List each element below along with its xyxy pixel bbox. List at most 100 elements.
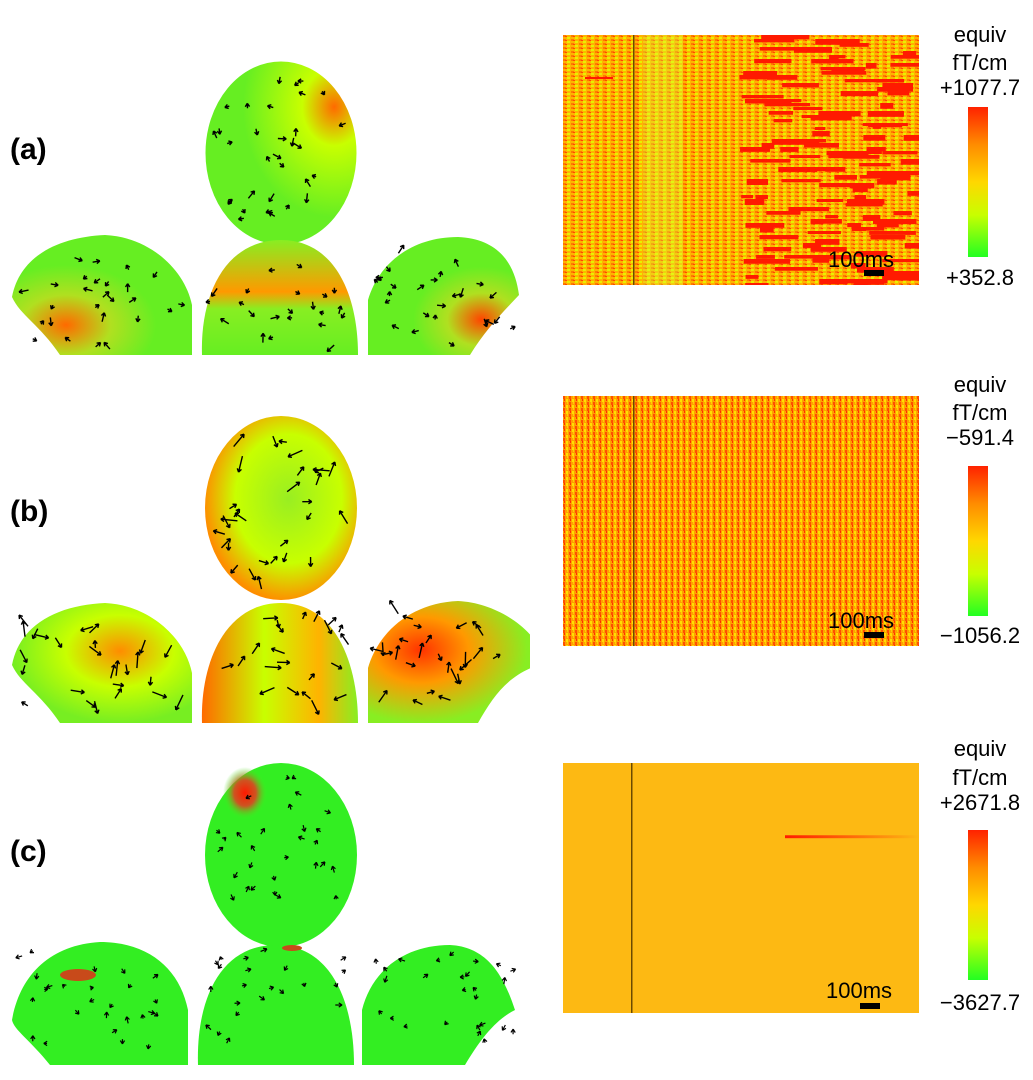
vector-arrow-icon: [398, 957, 406, 963]
vector-arrow-icon: [328, 461, 337, 477]
vector-arrow-icon: [312, 466, 330, 473]
raster-red-streak: [890, 63, 919, 67]
vector-arrow-icon: [227, 198, 233, 204]
vector-arrow-icon: [45, 984, 53, 990]
vector-arrow-icon: [287, 449, 303, 459]
vector-arrow-icon: [437, 270, 444, 278]
vector-arrow-icon: [297, 835, 305, 841]
vector-arrow-icon: [313, 861, 319, 869]
vector-arrow-icon: [501, 1024, 507, 1031]
vector-arrow-icon: [320, 90, 326, 96]
raster-red-streak: [743, 259, 790, 264]
vector-arrow-icon: [48, 317, 54, 327]
sensor-time-raster: [563, 763, 919, 1019]
raster-red-streak: [862, 215, 881, 221]
head-left-view: [12, 942, 188, 1065]
colorbar-max-value: +2671.8: [939, 790, 1021, 815]
vector-arrow-icon: [444, 1020, 449, 1026]
vector-arrow-icon: [451, 292, 462, 299]
vector-arrow-icon: [219, 317, 230, 325]
raster-red-streak: [867, 111, 904, 117]
raster-red-streak: [744, 199, 765, 205]
vector-arrow-icon: [298, 90, 306, 96]
vector-arrow-icon: [95, 341, 102, 348]
vector-arrow-icon: [295, 290, 301, 295]
vector-arrow-icon: [475, 624, 484, 636]
vector-arrow-icon: [266, 104, 274, 110]
vector-arrow-icon: [263, 615, 279, 621]
vector-arrow-icon: [438, 694, 451, 701]
time-scale-label: 100ms: [828, 608, 895, 633]
raster-red-streak: [854, 283, 869, 285]
vector-arrow-icon: [221, 836, 227, 842]
vector-arrow-icon: [124, 1016, 130, 1024]
vector-arrow-icon: [476, 281, 484, 287]
vector-arrow-icon: [455, 622, 467, 630]
head-front-view: [201, 240, 358, 355]
raster-red-streak: [750, 159, 791, 163]
raster-red-streak: [866, 147, 886, 152]
vector-arrow-icon: [509, 325, 516, 331]
head-left-view: [12, 603, 192, 723]
vector-arrow-icon: [225, 1037, 231, 1044]
vector-arrow-icon: [205, 298, 211, 305]
colorbar-unit-line2: fT/cm: [952, 50, 1008, 75]
vector-arrow-icon: [237, 216, 245, 222]
vector-arrow-icon: [245, 967, 252, 973]
vector-arrow-icon: [286, 686, 300, 696]
colorbar-unit-line1: equiv: [953, 22, 1007, 47]
vector-arrow-icon: [284, 854, 289, 861]
panel-c: (c): [0, 720, 1033, 1075]
raster-red-streak: [773, 119, 793, 123]
vector-arrow-icon: [268, 335, 274, 341]
vector-arrow-icon: [411, 328, 419, 335]
vector-arrow-icon: [256, 575, 263, 590]
head-front-view: [197, 945, 354, 1065]
vector-arrow-icon: [102, 290, 110, 298]
colorbar: [968, 466, 988, 616]
vector-arrow-icon: [135, 651, 141, 669]
raster-red-streak: [802, 243, 822, 248]
vector-arrow-icon: [236, 455, 244, 473]
vector-arrow-icon: [230, 564, 239, 574]
raster-red-streak: [893, 211, 912, 216]
vector-arrow-icon: [340, 956, 347, 961]
vector-arrow-icon: [268, 211, 276, 217]
raster-red-streak: [854, 195, 867, 201]
vector-arrow-icon: [208, 985, 214, 992]
vector-arrow-icon: [340, 312, 346, 319]
vector-arrow-icon: [270, 555, 278, 564]
vector-arrow-icon: [383, 975, 389, 983]
raster-red-streak: [812, 255, 850, 260]
head-topographies: [0, 720, 530, 1075]
sensor-time-raster: [563, 35, 919, 285]
vector-arrow-icon: [293, 128, 299, 137]
vector-arrow-icon: [276, 659, 291, 666]
raster-red-streak: [853, 227, 885, 231]
vector-arrow-icon: [378, 1010, 383, 1015]
vector-arrow-icon: [93, 701, 100, 715]
vector-arrow-icon: [275, 619, 281, 629]
vector-arrow-icon: [82, 274, 88, 280]
time-scale-label: 100ms: [828, 247, 895, 272]
vector-arrow-icon: [272, 891, 278, 896]
raster-red-streak: [846, 199, 885, 205]
vector-arrow-icon: [135, 315, 141, 323]
vector-arrow-icon: [218, 956, 224, 961]
vector-arrow-icon: [315, 828, 321, 833]
vector-arrow-icon: [212, 130, 218, 139]
panel-label: (c): [10, 835, 47, 868]
vector-arrow-icon: [337, 305, 343, 315]
raster-red-streak: [826, 151, 869, 156]
raster-red-streak: [745, 275, 759, 279]
vector-arrow-icon: [92, 640, 98, 649]
raster-red-streak: [849, 183, 875, 189]
vector-arrow-icon: [230, 894, 235, 901]
head-right-view: [368, 237, 519, 355]
vector-arrow-icon: [30, 1035, 36, 1042]
vector-arrow-icon: [398, 637, 409, 643]
vector-arrow-icon: [124, 283, 131, 293]
raster-red-streak: [793, 47, 833, 53]
raster-red-streak: [866, 171, 890, 176]
raster-red-streak: [876, 223, 899, 228]
